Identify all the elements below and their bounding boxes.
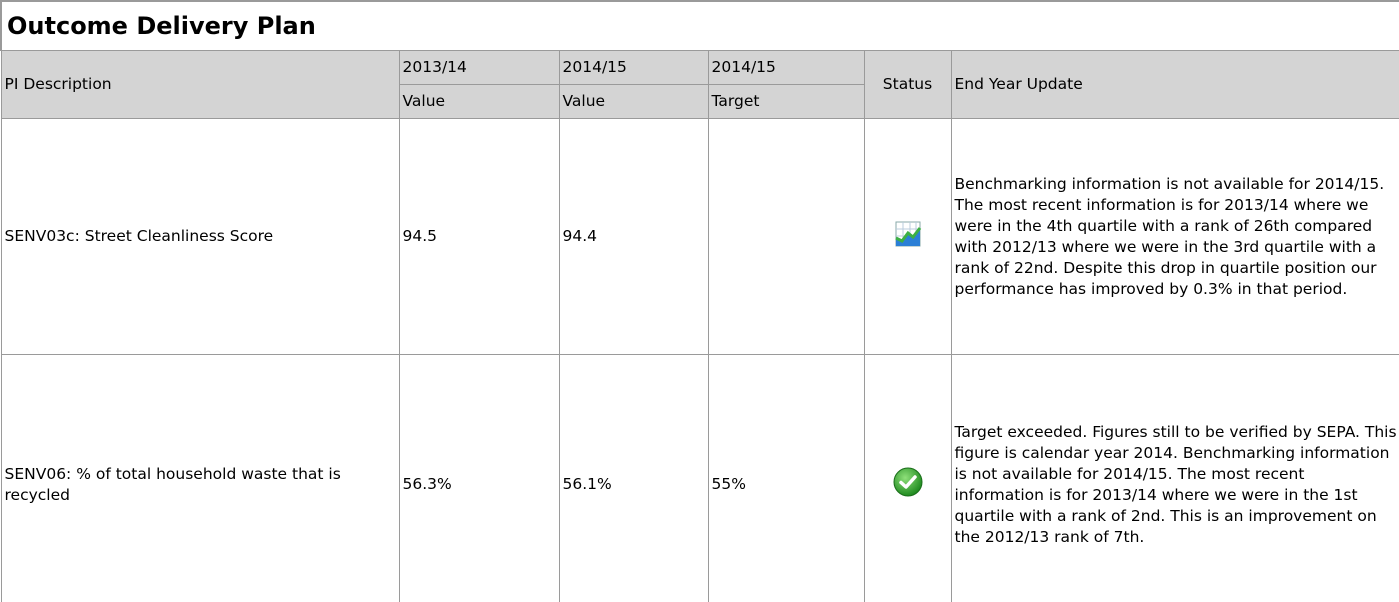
header-cell: Value	[558, 84, 709, 119]
cell: 56.3%	[398, 354, 560, 602]
cell	[707, 118, 865, 355]
trend-icon	[894, 221, 921, 246]
cell: 94.4	[558, 118, 709, 355]
title-row: Outcome Delivery Plan	[0, 0, 1399, 51]
header-cell: Target	[707, 84, 865, 119]
status-cell	[863, 118, 952, 355]
check-icon	[893, 467, 922, 496]
header-cell: Status	[863, 50, 952, 119]
cell: 94.5	[398, 118, 560, 355]
data-row: SENV06: % of total household waste that …	[0, 354, 1399, 602]
header-cell: 2014/15	[558, 50, 709, 85]
cell: SENV06: % of total household waste that …	[0, 354, 400, 602]
header-row: Value Value Target	[1, 84, 1399, 119]
table-title: Outcome Delivery Plan	[0, 0, 1399, 51]
data-row: SENV03c: Street Cleanliness Score 94.5 9…	[0, 118, 1399, 355]
cell: 55%	[707, 354, 865, 602]
header-cell: Value	[398, 84, 560, 119]
header-cell: PI Description	[0, 50, 400, 119]
cell: Target exceeded. Figures still to be ver…	[950, 354, 1399, 602]
header-row: PI Description 2013/14 2014/15 2014/15 S…	[0, 50, 1399, 119]
header-cell: 2014/15	[707, 50, 865, 85]
status-cell	[863, 354, 952, 602]
header-cell: 2013/14	[398, 50, 560, 85]
cell: SENV03c: Street Cleanliness Score	[0, 118, 400, 355]
cell: Benchmarking information is not availabl…	[950, 118, 1399, 355]
cell: 56.1%	[558, 354, 709, 602]
header-cell: End Year Update	[950, 50, 1399, 119]
